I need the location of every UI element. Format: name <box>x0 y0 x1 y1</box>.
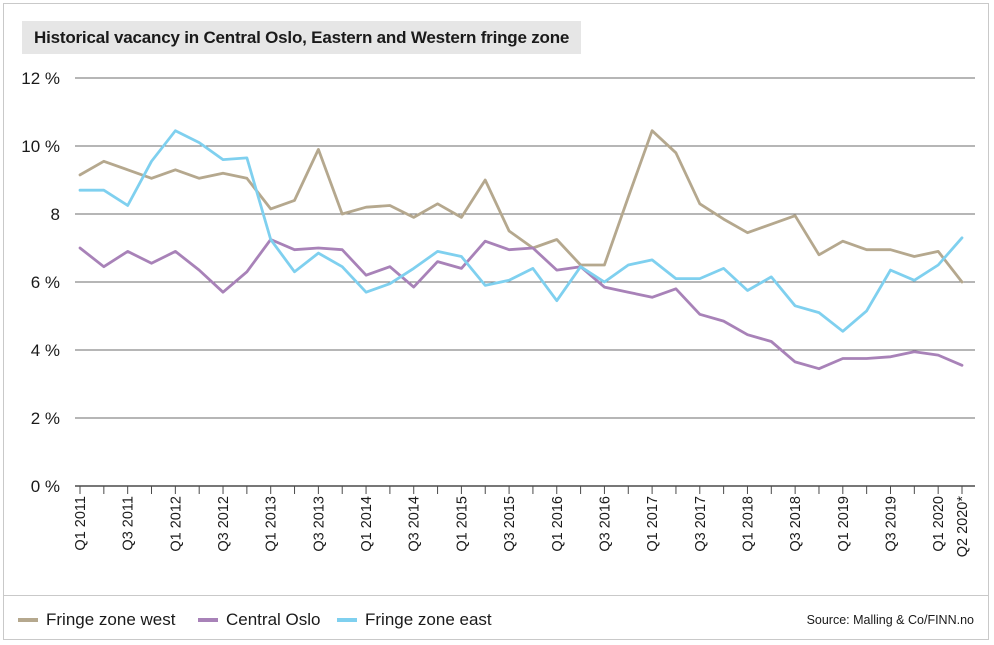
x-tick-label: Q1 2015 <box>454 496 470 552</box>
y-tick-label: 0 % <box>31 477 60 496</box>
legend-label: Central Oslo <box>226 610 321 629</box>
x-tick-label: Q3 2012 <box>216 496 232 552</box>
source-note: Source: Malling & Co/FINN.no <box>806 613 974 627</box>
series-line-0 <box>78 129 964 284</box>
x-tick-label: Q1 2014 <box>359 496 375 552</box>
x-tick-label: Q1 2012 <box>168 496 184 552</box>
x-tick-label: Q3 2019 <box>883 496 899 552</box>
x-tick-label: Q1 2011 <box>73 496 89 551</box>
legend-item-central-oslo: Central Oslo <box>198 610 320 630</box>
y-axis-ticks: 0 % 2 % 4 % 6 % 8 10 % 12 % <box>21 69 60 496</box>
x-tick-label: Q1 2013 <box>264 496 280 552</box>
legend-swatch <box>18 618 38 622</box>
x-tick-label: Q1 2017 <box>645 496 661 552</box>
y-tick-label: 12 % <box>21 69 60 88</box>
x-tick-label: Q3 2018 <box>788 496 804 552</box>
x-tick-label: Q3 2017 <box>693 496 709 552</box>
y-tick-label: 4 % <box>31 341 60 360</box>
chart-title: Historical vacancy in Central Oslo, East… <box>22 21 582 54</box>
series-lines <box>78 129 964 371</box>
legend-item-fringe-west: Fringe zone west <box>18 610 175 630</box>
x-tick-label: Q3 2016 <box>597 496 613 552</box>
legend-item-fringe-east: Fringe zone east <box>337 610 492 630</box>
x-axis-ticks: Q1 2011 Q3 2011 Q1 2012 Q3 2012 Q1 2013 Q3 20… <box>73 486 971 557</box>
y-tick-label: 2 % <box>31 409 60 428</box>
x-tick-label: Q1 2019 <box>836 496 852 552</box>
legend-label: Fringe zone west <box>46 610 176 629</box>
chart-frame <box>3 3 989 640</box>
x-tick-label: Q1 2020 <box>931 496 947 552</box>
legend-swatch <box>337 618 357 622</box>
legend: Fringe zone west Central Oslo Fringe zon… <box>4 595 988 640</box>
legend-label: Fringe zone east <box>365 610 492 629</box>
x-tick-label: Q2 2020* <box>955 496 971 558</box>
legend-swatch <box>198 618 218 622</box>
x-tick-label: Q3 2015 <box>502 496 518 552</box>
x-tick-label: Q1 2018 <box>740 496 756 552</box>
series-line-1 <box>78 238 964 371</box>
x-tick-label: Q3 2011 <box>121 496 137 551</box>
x-tick-label: Q1 2016 <box>550 496 566 552</box>
y-tick-label: 10 % <box>21 137 60 156</box>
grid-lines <box>75 77 975 487</box>
x-tick-label: Q3 2013 <box>311 496 327 552</box>
y-tick-label: 8 <box>51 205 60 224</box>
x-tick-label: Q3 2014 <box>407 496 423 552</box>
y-tick-label: 6 % <box>31 273 60 292</box>
series-line-2 <box>78 129 964 333</box>
